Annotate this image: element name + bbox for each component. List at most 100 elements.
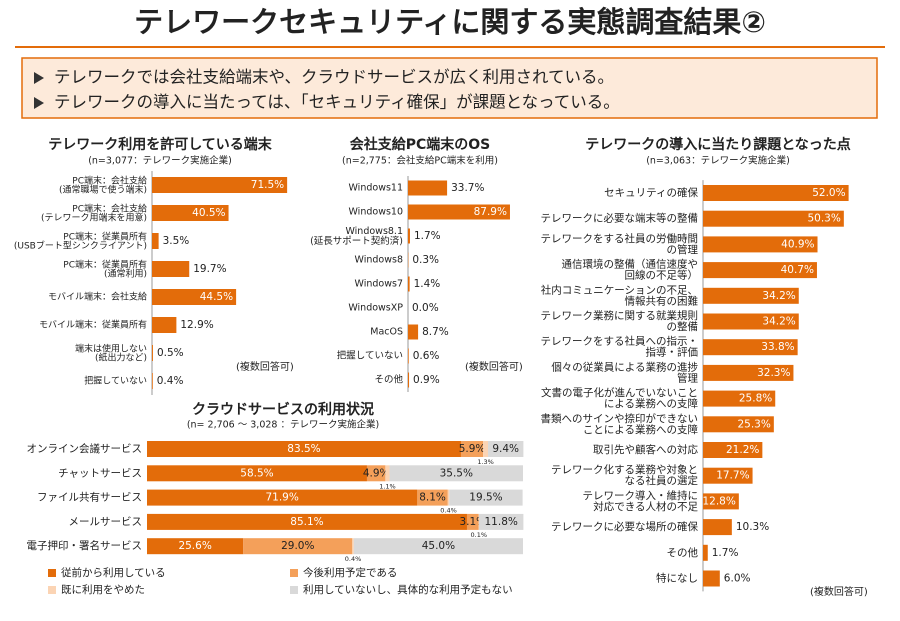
category-label: モバイル端末：従業員所有 <box>39 319 147 331</box>
legend-label: 既に利用をやめた <box>61 584 145 596</box>
bar-segment <box>417 489 448 506</box>
category-label: 取引先や顧客への対応 <box>593 443 698 456</box>
category-label: テレワークに必要な場所の確保 <box>551 520 698 533</box>
chart-title: クラウドサービスの利用状況 <box>192 401 374 418</box>
bar-segment <box>147 513 467 530</box>
bar <box>703 236 818 253</box>
category-label: チャットサービス <box>58 467 142 479</box>
value-label: 71.5% <box>251 179 284 191</box>
value-label: 1.1% <box>379 482 396 490</box>
chart-subtitle: (n= 2,706 ～ 3,028 ：テレワーク実施企業) <box>187 419 379 431</box>
category-label: オンライン会議サービス <box>27 442 143 455</box>
bar-segment <box>447 489 450 506</box>
bar <box>703 313 799 330</box>
category-label: 電子押印・署名サービス <box>27 539 143 552</box>
bar <box>703 185 849 201</box>
bar <box>703 390 776 407</box>
bar <box>152 373 153 389</box>
bar-segment <box>352 538 354 555</box>
bar <box>703 570 720 587</box>
value-label: 25.3% <box>737 418 770 430</box>
category-label: Windows11 <box>349 183 404 194</box>
category-label: PC端末：従業員所有(通常利用) <box>63 258 147 279</box>
bar <box>408 372 410 388</box>
bar <box>703 262 817 279</box>
category-label: テレワークに必要な端末等の整備 <box>541 212 699 225</box>
value-label: 33.8% <box>761 341 794 353</box>
value-label: 8.1% <box>419 492 446 504</box>
bar-segment <box>483 441 489 457</box>
category-label: 把握していない <box>337 350 403 362</box>
value-label: 44.5% <box>200 291 233 303</box>
bar-segment <box>366 465 386 482</box>
legend-label: 利用していないし、具体的な利用予定もない <box>303 583 513 596</box>
category-label: その他 <box>667 546 699 559</box>
category-label: PC端末：従業員所有(USBブート型シンクライアント) <box>14 230 147 251</box>
value-label: 85.1% <box>290 516 323 528</box>
value-label: 40.7% <box>781 264 814 276</box>
category-label: PC端末：会社支給(通常職場で使う端末) <box>59 174 147 195</box>
value-label: 87.9% <box>474 206 507 218</box>
value-label: 58.5% <box>240 467 273 479</box>
bar <box>703 493 739 510</box>
bar <box>152 289 237 305</box>
bar <box>703 339 798 356</box>
bar-segment <box>147 538 244 555</box>
value-label: 5.9% <box>459 443 486 455</box>
category-label: 特になし <box>656 573 698 585</box>
value-label: 1.3% <box>477 458 494 466</box>
value-label: 0.9% <box>413 374 440 386</box>
value-label: 8.7% <box>422 326 449 338</box>
bar-segment <box>389 465 523 482</box>
value-label: 33.7% <box>451 182 484 194</box>
value-label: 3.5% <box>163 235 190 247</box>
bar-segment <box>466 513 479 530</box>
note: (複数回答可) <box>810 585 868 598</box>
bar-segment <box>147 489 418 506</box>
value-label: 19.7% <box>193 263 226 275</box>
bar <box>703 416 774 433</box>
bar <box>408 204 510 220</box>
bar-segment <box>488 441 524 457</box>
value-label: 40.9% <box>781 238 814 250</box>
bar <box>152 261 190 277</box>
value-label: 0.4% <box>440 507 457 515</box>
value-label: 6.0% <box>724 573 751 585</box>
summary-text: テレワークでは会社支給端末や、クラウドサービスが広く利用されている。 <box>54 68 614 87</box>
bar <box>152 233 159 249</box>
bar <box>152 317 177 333</box>
value-label: 1.4% <box>414 278 441 290</box>
value-label: 12.8% <box>702 495 735 507</box>
value-label: 34.2% <box>762 316 795 328</box>
category-label: 通信環境の整備（通信速度や回線の不足等） <box>562 258 699 282</box>
bar <box>408 228 410 244</box>
value-label: 45.0% <box>422 540 455 552</box>
category-label: メールサービス <box>69 516 143 528</box>
bar-segment <box>385 465 390 482</box>
value-label: 83.5% <box>287 443 320 455</box>
value-label: 40.5% <box>192 207 225 219</box>
value-label: 71.9% <box>265 492 298 504</box>
bar <box>703 364 794 381</box>
category-label: 把握していない <box>84 375 147 387</box>
category-label: テレワーク化する業務や対象となる社員の選定 <box>551 463 698 487</box>
bar-segment <box>147 441 461 457</box>
value-label: 0.3% <box>412 254 439 266</box>
category-label: Windows7 <box>355 279 403 290</box>
bar <box>152 345 153 361</box>
category-label: PC端末：会社支給(テレワーク用端末を用意) <box>41 202 147 223</box>
value-label: 29.0% <box>281 540 314 552</box>
value-label: 0.4% <box>345 555 362 563</box>
bar-segment <box>479 513 524 530</box>
chart-subtitle: (n=3,077：テレワーク実施企業) <box>88 155 232 167</box>
note: (複数回答可) <box>236 360 294 373</box>
bullet-marker <box>34 97 44 109</box>
bar-segment <box>460 441 484 457</box>
category-label: モバイル端末：会社支給 <box>48 291 147 303</box>
legend-swatch <box>290 586 298 594</box>
category-label: 端末は使用しない(紙出力など) <box>75 342 147 363</box>
value-label: 9.4% <box>492 443 519 455</box>
value-label: 25.6% <box>178 540 211 552</box>
bar <box>152 205 229 221</box>
